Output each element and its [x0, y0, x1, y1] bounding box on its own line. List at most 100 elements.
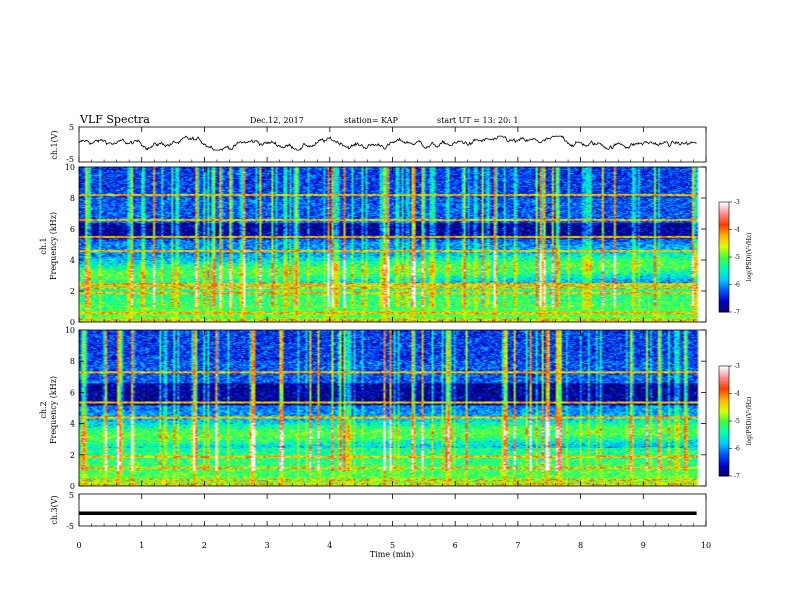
- ch1-ylabel: ch.1(V): [50, 130, 59, 159]
- ch2-colorbar-step: [719, 452, 729, 455]
- ch2-colorbar-step: [719, 443, 729, 446]
- ch1-colorbar-step: [719, 268, 729, 271]
- ch1-colorbar-step: [719, 304, 729, 307]
- ch1-spec-ytick-label: 2: [70, 287, 75, 296]
- ch1-colorbar-step: [719, 231, 729, 234]
- ch2-colorbar-step: [719, 441, 729, 444]
- ch1-colorbar-step: [719, 269, 729, 273]
- x-tick-label: 10: [701, 541, 711, 550]
- ch1-spec-ytick-label: 6: [70, 225, 75, 234]
- ch2-colorbar-step: [719, 389, 729, 393]
- ch2-colorbar-step: [719, 439, 729, 442]
- ch1-colorbar-step: [719, 266, 729, 269]
- ch2-colorbar-step: [719, 393, 729, 396]
- ch2-colorbar-step: [719, 463, 729, 466]
- x-tick-label: 9: [641, 541, 646, 550]
- ch1-colorbar-step: [719, 282, 729, 285]
- ch1-colorbar-step: [719, 246, 729, 249]
- start-time-label: start UT = 13: 20: 1: [437, 116, 518, 125]
- ch2-colorbar-step: [719, 366, 729, 369]
- ch2-colorbar-step: [719, 424, 729, 427]
- ch1-colorbar-step: [719, 258, 729, 262]
- ch2-colorbar-step: [719, 446, 729, 449]
- ch1-channel-label: ch.1: [39, 237, 48, 254]
- ch2-colorbar-step: [719, 410, 729, 413]
- ch2-colorbar-step: [719, 422, 729, 426]
- ch2-colorbar-step: [719, 408, 729, 411]
- ch2-colorbar-step: [719, 433, 729, 437]
- ch2-colorbar-step: [719, 465, 729, 468]
- ch1-colorbar-step: [719, 244, 729, 247]
- ch2-colorbar-tick-label: -3: [734, 363, 740, 370]
- ch2-colorbar: -3 -4 -5 -6 -7 log(PSD)(V²/Hz): [718, 363, 753, 480]
- ch1-colorbar-step: [719, 211, 729, 214]
- ch2-colorbar-step: [719, 415, 729, 418]
- ch1-spec-ytick-label: 0: [70, 318, 75, 327]
- ch2-colorbar-step: [719, 472, 729, 475]
- ch2-colorbar-step: [719, 437, 729, 440]
- ch1-colorbar-step: [719, 218, 729, 221]
- ch2-colorbar-step: [719, 461, 729, 464]
- ch1-colorbar-step: [719, 240, 729, 243]
- ch2-colorbar-step: [719, 373, 729, 376]
- ch2-colorbar-step: [719, 466, 729, 470]
- ch1-colorbar-step: [719, 301, 729, 304]
- ch2-colorbar-step: [719, 369, 729, 372]
- ch1-colorbar-step: [719, 222, 729, 225]
- ch1-colorbar-step: [719, 271, 729, 274]
- ch1-colorbar-step: [719, 288, 729, 291]
- ch2-spec-ytick-label: 2: [70, 451, 75, 460]
- ch2-colorbar-step: [719, 426, 729, 429]
- ch2-colorbar-step: [719, 404, 729, 407]
- ch1-colorbar-step: [719, 306, 729, 309]
- ch1-colorbar-step: [719, 302, 729, 306]
- ch2-colorbar-step: [719, 378, 729, 382]
- ch1-colorbar-step: [719, 286, 729, 289]
- x-tick-label: 1: [139, 541, 144, 550]
- ch2-colorbar-step: [719, 391, 729, 394]
- ch1-colorbar-step: [719, 209, 729, 212]
- ch2-colorbar-step: [719, 377, 729, 380]
- ch1-colorbar-step: [719, 205, 729, 208]
- ch1-colorbar-step: [719, 249, 729, 252]
- ch2-colorbar-step: [719, 474, 729, 477]
- ch2-colorbar-tick-label: -6: [734, 446, 740, 453]
- ch2-colorbar-step: [719, 386, 729, 389]
- ch1-colorbar-step: [719, 299, 729, 302]
- ch2-colorbar-step: [719, 455, 729, 459]
- ch2-spectrogram-image: [79, 330, 706, 486]
- ch2-colorbar-step: [719, 413, 729, 416]
- ch2-colorbar-step: [719, 417, 729, 420]
- ch1-colorbar-step: [719, 202, 729, 205]
- ch2-colorbar-tick-label: -4: [734, 391, 740, 398]
- ch1-colorbar-step: [719, 220, 729, 223]
- ch1-colorbar-step: [719, 214, 729, 218]
- ch1-spec-ytick-label: 10: [65, 163, 75, 172]
- ch1-colorbar-step: [719, 297, 729, 300]
- ch2-colorbar-step: [719, 435, 729, 438]
- ch2-colorbar-step: [719, 432, 729, 435]
- ch3-ylabel: ch.3(V): [50, 495, 59, 524]
- ch2-colorbar-tick-label: -7: [734, 473, 740, 480]
- ch2-colorbar-step: [719, 459, 729, 462]
- ch2-colorbar-step: [719, 388, 729, 391]
- ch1-colorbar-step: [719, 251, 729, 254]
- ch1-colorbar-step: [719, 238, 729, 241]
- ch1-spec-ytick-label: 4: [70, 256, 75, 265]
- ch2-spec-ytick-label: 10: [65, 326, 75, 335]
- ch2-colorbar-step: [719, 428, 729, 431]
- ch2-colorbar-step: [719, 402, 729, 405]
- x-tick-label: 2: [202, 541, 207, 550]
- ch2-colorbar-step: [719, 430, 729, 433]
- ch1-spec-ytick-label: 8: [70, 194, 75, 203]
- ch1-colorbar-step: [719, 224, 729, 227]
- ch1-colorbar-step: [719, 242, 729, 245]
- ch2-colorbar-step: [719, 399, 729, 402]
- ch2-colorbar-step: [719, 421, 729, 424]
- x-axis-label: Time (min): [370, 550, 414, 559]
- ch2-spec-ytick-label: 0: [70, 482, 75, 491]
- x-tick-label: 3: [265, 541, 270, 550]
- ch1-colorbar-step: [719, 213, 729, 216]
- ch2-colorbar-step: [719, 395, 729, 398]
- ch1-colorbar-step: [719, 233, 729, 236]
